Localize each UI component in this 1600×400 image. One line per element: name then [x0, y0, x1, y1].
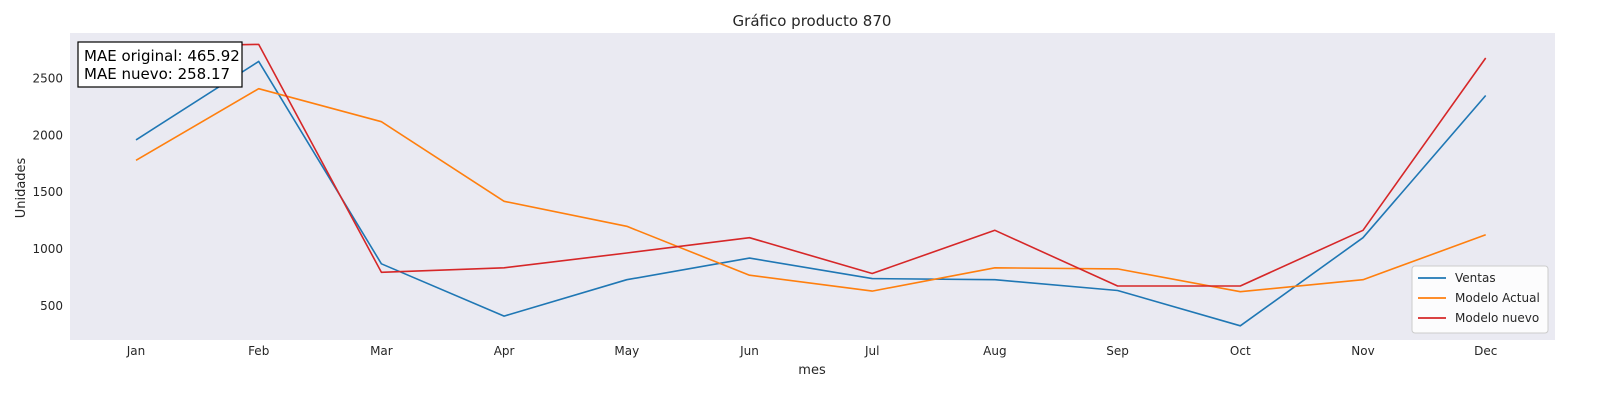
- legend-label: Modelo Actual: [1455, 291, 1540, 305]
- x-tick-label: Nov: [1351, 344, 1374, 358]
- legend-label: Ventas: [1455, 271, 1496, 285]
- y-axis-label: Unidades: [14, 157, 29, 218]
- x-tick-label: Oct: [1230, 344, 1251, 358]
- x-tick-label: Dec: [1474, 344, 1497, 358]
- x-tick-label: Jul: [864, 344, 879, 358]
- chart-title: Gráfico producto 870: [733, 12, 892, 30]
- series-line: [135, 60, 1487, 327]
- annotation-mae-original: MAE original: 465.92: [84, 47, 240, 65]
- x-tick-label: Mar: [370, 344, 393, 358]
- series-lines: [135, 43, 1487, 327]
- x-axis-label: mes: [798, 363, 826, 378]
- y-tick-label: 2500: [32, 71, 63, 85]
- y-tick-label: 2000: [32, 128, 63, 142]
- legend: Ventas Modelo Actual Modelo nuevo: [1411, 265, 1549, 334]
- x-ticks: Jan Feb Mar Apr May Jun Jul Aug Sep Oct Nov Dec: [126, 344, 1498, 358]
- x-tick-label: Apr: [494, 344, 515, 358]
- annotation-frame: [77, 41, 243, 88]
- legend-label: Modelo nuevo: [1455, 311, 1539, 325]
- annotation-mae-nuevo: MAE nuevo: 258.17: [84, 65, 230, 83]
- x-tick-label: Sep: [1106, 344, 1129, 358]
- x-tick-label: May: [614, 344, 639, 358]
- x-tick-label: Feb: [248, 344, 269, 358]
- series-line: [135, 87, 1486, 293]
- plot-area: [70, 33, 1555, 340]
- y-ticks: 500 1000 1500 2000 2500: [32, 71, 63, 312]
- x-tick-label: Jan: [126, 344, 146, 358]
- x-tick-label: Jun: [739, 344, 759, 358]
- annotation-box: MAE original: 465.92 MAE nuevo: 258.17: [77, 41, 243, 88]
- legend-frame: [1411, 265, 1549, 334]
- series-line: [135, 43, 1487, 287]
- y-tick-label: 500: [40, 299, 63, 313]
- x-tick-label: Aug: [983, 344, 1006, 358]
- y-tick-label: 1500: [32, 185, 63, 199]
- y-tick-label: 1000: [32, 242, 63, 256]
